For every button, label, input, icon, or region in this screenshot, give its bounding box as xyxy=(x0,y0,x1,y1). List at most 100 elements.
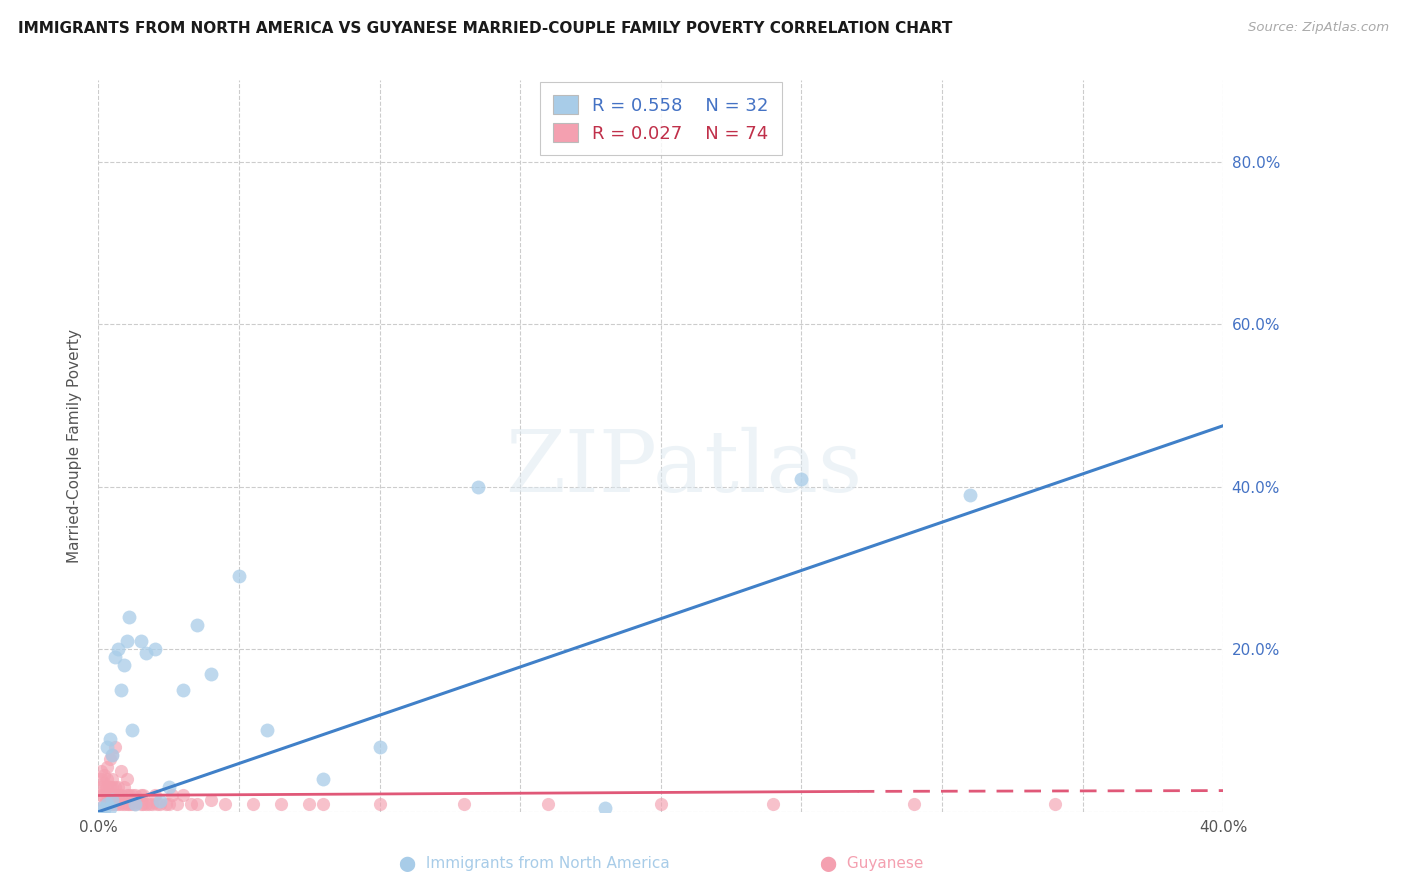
Point xyxy=(110,764,132,778)
Point xyxy=(180,797,202,811)
Point xyxy=(157,780,180,795)
Point xyxy=(200,666,222,681)
Point xyxy=(129,789,152,803)
Point xyxy=(101,772,124,787)
Point xyxy=(90,772,112,787)
Point xyxy=(135,646,157,660)
Point xyxy=(118,609,141,624)
Point xyxy=(115,772,138,787)
Point xyxy=(146,797,169,811)
Point xyxy=(121,789,143,803)
Point xyxy=(110,797,132,811)
Point xyxy=(118,789,141,803)
Point xyxy=(135,797,157,811)
Text: ⬤  Immigrants from North America: ⬤ Immigrants from North America xyxy=(399,856,669,872)
Point xyxy=(149,794,172,808)
Point xyxy=(312,797,335,811)
Point xyxy=(107,789,129,803)
Point xyxy=(96,797,118,811)
Point xyxy=(93,789,115,803)
Point xyxy=(157,797,180,811)
Point xyxy=(129,797,152,811)
Point xyxy=(90,800,112,814)
Point xyxy=(93,784,115,798)
Point xyxy=(138,797,160,811)
Point xyxy=(115,797,138,811)
Point xyxy=(101,789,124,803)
Point xyxy=(228,569,250,583)
Point xyxy=(110,682,132,697)
Point xyxy=(200,792,222,806)
Point xyxy=(467,480,489,494)
Text: IMMIGRANTS FROM NORTH AMERICA VS GUYANESE MARRIED-COUPLE FAMILY POVERTY CORRELAT: IMMIGRANTS FROM NORTH AMERICA VS GUYANES… xyxy=(18,21,953,36)
Point xyxy=(132,789,155,803)
Point xyxy=(172,789,194,803)
Y-axis label: Married-Couple Family Poverty: Married-Couple Family Poverty xyxy=(67,329,83,563)
Point xyxy=(124,789,146,803)
Point xyxy=(104,789,127,803)
Point xyxy=(312,772,335,787)
Point xyxy=(104,650,127,665)
Point xyxy=(124,797,146,811)
Point xyxy=(90,764,112,778)
Text: Source: ZipAtlas.com: Source: ZipAtlas.com xyxy=(1249,21,1389,34)
Point xyxy=(93,768,115,782)
Point xyxy=(790,471,813,485)
Point xyxy=(98,752,121,766)
Point xyxy=(1043,797,1066,811)
Point xyxy=(96,797,118,811)
Point xyxy=(143,789,166,803)
Point xyxy=(121,723,143,738)
Point xyxy=(593,800,616,814)
Point xyxy=(90,780,112,795)
Point xyxy=(121,797,143,811)
Point xyxy=(98,797,121,811)
Point xyxy=(93,797,115,811)
Point xyxy=(101,780,124,795)
Point xyxy=(762,797,785,811)
Point xyxy=(298,797,321,811)
Point xyxy=(112,780,135,795)
Point xyxy=(98,731,121,746)
Point xyxy=(270,797,292,811)
Point xyxy=(903,797,925,811)
Point xyxy=(368,739,391,754)
Point xyxy=(96,789,118,803)
Point xyxy=(101,747,124,762)
Point xyxy=(98,800,121,814)
Point xyxy=(107,642,129,657)
Point xyxy=(115,634,138,648)
Point xyxy=(104,739,127,754)
Point xyxy=(537,797,560,811)
Point xyxy=(104,797,127,811)
Point xyxy=(101,797,124,811)
Point xyxy=(129,634,152,648)
Point xyxy=(959,488,981,502)
Point xyxy=(96,780,118,795)
Legend: R = 0.558    N = 32, R = 0.027    N = 74: R = 0.558 N = 32, R = 0.027 N = 74 xyxy=(540,82,782,155)
Point xyxy=(172,682,194,697)
Point xyxy=(104,780,127,795)
Point xyxy=(186,617,208,632)
Point xyxy=(93,776,115,790)
Point xyxy=(96,772,118,787)
Point xyxy=(141,797,163,811)
Point xyxy=(96,739,118,754)
Point xyxy=(256,723,278,738)
Point xyxy=(149,797,172,811)
Point xyxy=(650,797,672,811)
Point xyxy=(112,797,135,811)
Point xyxy=(115,789,138,803)
Point xyxy=(124,797,146,811)
Point xyxy=(101,792,124,806)
Point xyxy=(118,797,141,811)
Point xyxy=(166,797,188,811)
Point xyxy=(368,797,391,811)
Point xyxy=(186,797,208,811)
Point xyxy=(160,789,183,803)
Point xyxy=(98,789,121,803)
Point xyxy=(107,797,129,811)
Point xyxy=(110,789,132,803)
Point xyxy=(242,797,264,811)
Text: ZIPatlas: ZIPatlas xyxy=(505,426,862,509)
